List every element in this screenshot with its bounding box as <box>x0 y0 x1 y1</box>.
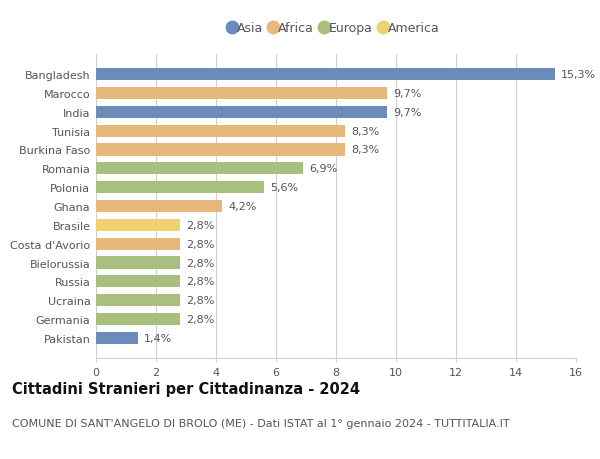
Text: 2,8%: 2,8% <box>186 314 214 325</box>
Bar <box>96 163 303 175</box>
Bar <box>96 144 345 156</box>
Text: 9,7%: 9,7% <box>393 89 421 99</box>
Text: 2,8%: 2,8% <box>186 220 214 230</box>
Bar <box>96 88 387 100</box>
Text: 2,8%: 2,8% <box>186 239 214 249</box>
Text: 9,7%: 9,7% <box>393 107 421 118</box>
Text: 5,6%: 5,6% <box>270 183 298 193</box>
Bar <box>96 182 264 194</box>
Bar <box>96 219 180 231</box>
Bar <box>96 294 180 307</box>
Text: 6,9%: 6,9% <box>309 164 337 174</box>
Bar <box>96 238 180 250</box>
Text: 8,3%: 8,3% <box>351 126 379 136</box>
Text: 8,3%: 8,3% <box>351 145 379 155</box>
Bar <box>96 257 180 269</box>
Text: 2,8%: 2,8% <box>186 296 214 306</box>
Bar <box>96 201 222 213</box>
Bar <box>96 332 138 344</box>
Bar <box>96 106 387 119</box>
Legend: Asia, Africa, Europa, America: Asia, Africa, Europa, America <box>232 22 440 35</box>
Text: 2,8%: 2,8% <box>186 258 214 268</box>
Text: 15,3%: 15,3% <box>561 70 596 80</box>
Bar <box>96 69 555 81</box>
Text: 1,4%: 1,4% <box>144 333 172 343</box>
Text: Cittadini Stranieri per Cittadinanza - 2024: Cittadini Stranieri per Cittadinanza - 2… <box>12 381 360 396</box>
Text: 2,8%: 2,8% <box>186 277 214 287</box>
Bar <box>96 276 180 288</box>
Text: COMUNE DI SANT'ANGELO DI BROLO (ME) - Dati ISTAT al 1° gennaio 2024 - TUTTITALIA: COMUNE DI SANT'ANGELO DI BROLO (ME) - Da… <box>12 418 509 428</box>
Bar <box>96 125 345 137</box>
Bar <box>96 313 180 325</box>
Text: 4,2%: 4,2% <box>228 202 256 212</box>
